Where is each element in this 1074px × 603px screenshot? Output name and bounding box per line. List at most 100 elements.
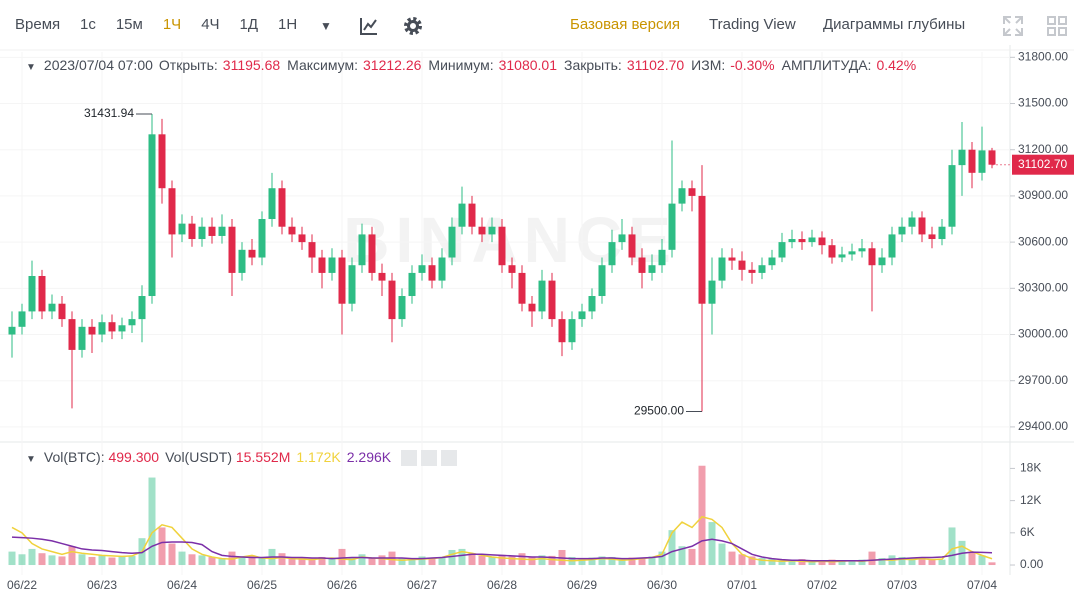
candle-body xyxy=(698,195,706,304)
candle-body xyxy=(268,188,276,220)
y-tick-label: 30900.00 xyxy=(1018,188,1068,202)
info-value: 31212.26 xyxy=(363,57,422,73)
candle-body xyxy=(398,296,406,320)
candle-body xyxy=(808,237,816,243)
layout-icon[interactable] xyxy=(1046,15,1068,37)
candle-body xyxy=(378,272,386,281)
candle-body xyxy=(78,326,86,350)
volume-bar xyxy=(908,558,916,566)
view-tab[interactable]: Диаграммы глубины xyxy=(823,16,966,33)
volume-bar xyxy=(238,556,246,566)
intervals: 1с 15м 1Ч 4Ч 1Д 1Н xyxy=(80,16,317,33)
volume-bar xyxy=(68,546,76,566)
candle-body xyxy=(488,226,496,235)
interval-button[interactable]: 1Н xyxy=(278,16,298,33)
volume-bar xyxy=(28,548,36,566)
volume-bar xyxy=(148,477,156,566)
volume-bar xyxy=(838,560,846,566)
candle-body xyxy=(538,280,546,312)
interval-button[interactable]: 1с xyxy=(80,16,96,33)
y-tick-label: 29400.00 xyxy=(1018,419,1068,433)
x-tick-label: 06/24 xyxy=(167,578,197,592)
candle-body xyxy=(598,265,606,297)
volume-bar xyxy=(88,556,96,566)
candle-body xyxy=(818,237,826,246)
candle-body xyxy=(548,280,556,320)
volume-bar xyxy=(848,560,856,566)
candle-body xyxy=(8,326,16,335)
candle-body xyxy=(88,326,96,335)
volume-bar xyxy=(528,556,536,566)
candle-body xyxy=(168,188,176,235)
candle-body xyxy=(418,265,426,273)
volume-bar xyxy=(978,555,986,566)
volume-bar xyxy=(798,559,806,566)
ma-toggle[interactable] xyxy=(441,450,458,467)
ma-value: 2.296K xyxy=(346,449,392,465)
expand-icon[interactable] xyxy=(1002,15,1024,37)
volume-bar xyxy=(8,551,16,566)
volume-bar xyxy=(738,554,746,566)
candle-body xyxy=(298,234,306,243)
candle-body xyxy=(48,303,56,312)
volume-bar xyxy=(698,465,706,566)
volume-bar xyxy=(868,551,876,566)
interval-button[interactable]: 4Ч xyxy=(201,16,220,33)
volume-bar xyxy=(988,562,996,566)
candle-body xyxy=(738,260,746,270)
candle-body xyxy=(188,223,196,240)
dropdown-icon[interactable]: ▼ xyxy=(320,19,332,33)
candle-body xyxy=(868,248,876,266)
x-tick-label: 07/04 xyxy=(967,578,997,592)
collapse-icon[interactable]: ▼ xyxy=(26,62,36,73)
candle-body xyxy=(288,226,296,235)
x-tick-label: 06/26 xyxy=(327,578,357,592)
candle-body xyxy=(158,134,166,189)
x-tick-label: 06/23 xyxy=(87,578,117,592)
volume-ma-line xyxy=(11,536,993,562)
last-price-label: 31102.70 xyxy=(1018,157,1067,171)
interval-button[interactable]: 15м xyxy=(115,16,143,33)
candle-body xyxy=(848,251,856,255)
candle-body xyxy=(888,234,896,258)
view-tab[interactable]: Trading View xyxy=(709,16,796,33)
volume-bar xyxy=(678,546,686,566)
ma-toggle[interactable] xyxy=(401,450,418,467)
volume-bar xyxy=(778,559,786,566)
indicator-icon[interactable] xyxy=(359,16,379,36)
collapse-icon[interactable]: ▼ xyxy=(26,454,36,465)
view-tab[interactable]: Базовая версия xyxy=(570,16,680,33)
info-name: АМПЛИТУДА: xyxy=(781,57,872,73)
candle-body xyxy=(198,226,206,240)
candle-body xyxy=(428,265,436,281)
volume-bar xyxy=(428,557,436,566)
watermark: BINANCE xyxy=(343,204,677,276)
volume-bar xyxy=(648,556,656,566)
extreme-label: 29500.00 xyxy=(634,404,684,418)
candle-body xyxy=(628,234,636,258)
candle-body xyxy=(648,265,656,273)
time-button[interactable]: Время xyxy=(15,16,61,33)
volume-bar xyxy=(78,554,86,566)
candle-body xyxy=(748,269,756,273)
volume-bar xyxy=(668,530,676,566)
volume-bar xyxy=(398,558,406,566)
candle-body xyxy=(478,226,486,235)
candle-body xyxy=(968,149,976,173)
candle-body xyxy=(238,249,246,273)
vol-name: Vol(BTC): xyxy=(43,449,105,465)
candle-body xyxy=(348,265,356,304)
info-value: -0.30% xyxy=(730,57,775,73)
interval-button[interactable]: 1Д xyxy=(239,16,259,33)
candle-body xyxy=(118,325,126,332)
candle-body xyxy=(448,226,456,258)
candle-body xyxy=(838,254,846,258)
candle-body xyxy=(58,303,66,320)
x-tick-label: 06/28 xyxy=(487,578,517,592)
ma-toggle[interactable] xyxy=(421,450,438,467)
volume-bar xyxy=(658,551,666,566)
candle-body xyxy=(878,257,886,266)
settings-icon[interactable] xyxy=(402,15,424,37)
interval-button[interactable]: 1Ч xyxy=(162,16,182,33)
vol-name: Vol(USDT) xyxy=(165,449,232,465)
